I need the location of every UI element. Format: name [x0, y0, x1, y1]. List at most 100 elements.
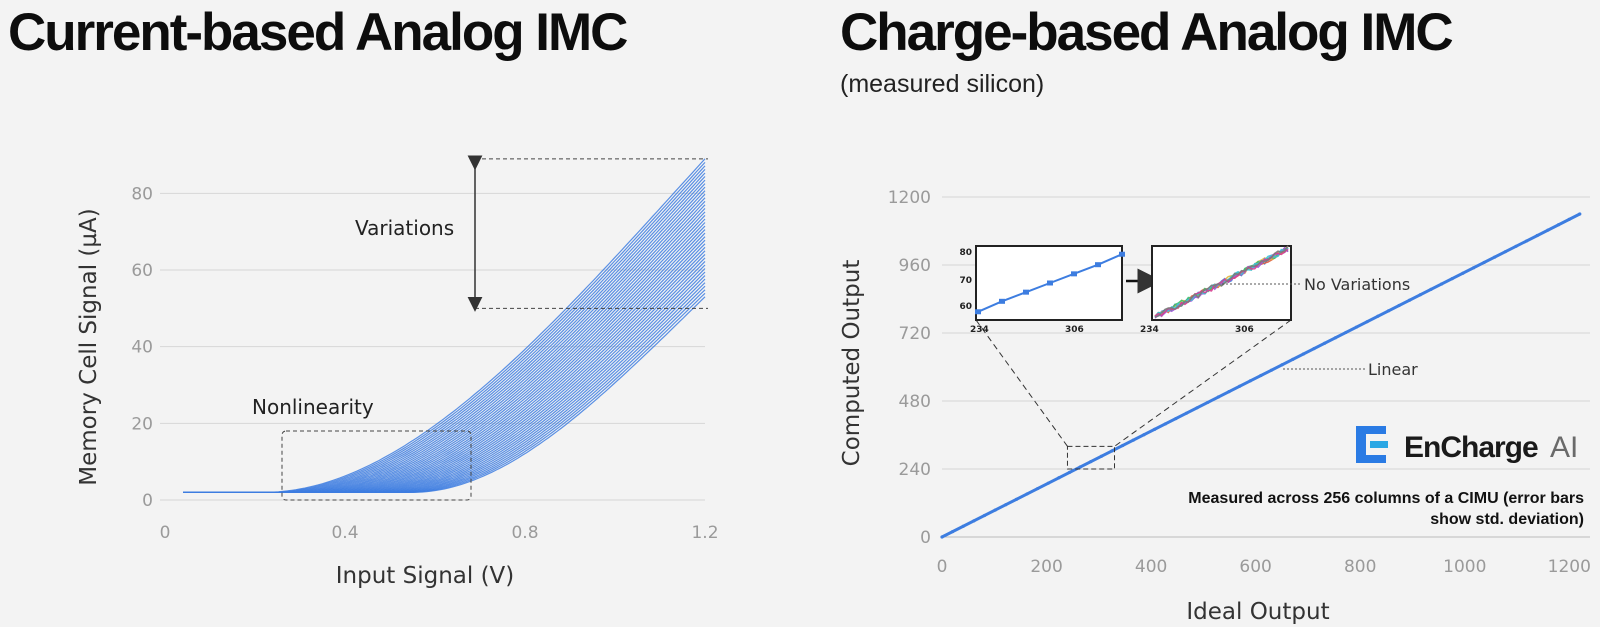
- computed-output-marker: [982, 513, 987, 518]
- left-y-tick-label: 40: [131, 338, 153, 358]
- inset-2-xtick-306: 306: [1235, 325, 1254, 335]
- computed-output-marker: [1174, 416, 1178, 421]
- computed-output-marker: [1461, 271, 1465, 275]
- computed-output-marker: [1269, 368, 1274, 372]
- inset-1-ytick-60: 60: [959, 302, 972, 312]
- inset-1-xtick-306: 306: [1065, 325, 1084, 335]
- no-variations-label: No Variations: [1304, 275, 1410, 294]
- inset-error-bars: 80 70 60 234 306: [959, 245, 1125, 335]
- right-y-tick-label: 480: [899, 392, 931, 412]
- computed-output-marker: [972, 519, 976, 523]
- right-x-tick-label: 600: [1239, 557, 1271, 577]
- inset-1-error-bar: [999, 298, 1005, 304]
- inset-2-plot: [1154, 245, 1289, 319]
- computed-output-marker: [1227, 390, 1231, 394]
- computed-output-marker: [1429, 287, 1433, 291]
- right-x-tick-label: 800: [1344, 557, 1376, 577]
- computed-output-markers: [940, 212, 1582, 539]
- computed-output-marker: [1525, 239, 1529, 243]
- inset-1-error-bar: [1023, 289, 1029, 295]
- computed-output-marker: [1344, 330, 1348, 335]
- computed-output-marker: [1312, 346, 1316, 351]
- computed-output-marker: [1418, 293, 1422, 297]
- computed-output-marker: [1514, 244, 1518, 248]
- computed-output-marker: [1089, 460, 1093, 464]
- computed-output-marker: [1556, 223, 1561, 227]
- left-chart: 0 20 40 60 80 0 0.4 0.8 1.2 Variations Nonlinea…: [76, 155, 719, 589]
- computed-output-marker: [1121, 443, 1125, 448]
- right-y-tick-label: 1200: [888, 188, 931, 208]
- computed-output-marker: [1131, 438, 1135, 442]
- computed-output-marker: [1248, 379, 1252, 383]
- left-curve-family: [183, 158, 706, 493]
- encharge-logo-mark-icon: [1356, 426, 1388, 463]
- inset-1-xtick-234: 234: [970, 325, 989, 335]
- zoom-box: [1066, 445, 1116, 470]
- computed-output-marker: [1397, 303, 1401, 308]
- left-curve: [183, 165, 706, 493]
- right-chart-subtitle: (measured silicon): [840, 70, 1045, 98]
- measurement-note-line-2: show std. deviation): [1430, 511, 1584, 528]
- computed-output-marker: [1578, 212, 1582, 216]
- inset-1-error-bar: [1047, 280, 1053, 286]
- computed-output-marker: [1259, 373, 1263, 378]
- right-y-axis-label: Computed Output: [839, 260, 865, 467]
- computed-output-marker: [1280, 363, 1284, 367]
- computed-output-marker: [1408, 298, 1412, 302]
- right-chart-title: Charge-based Analog IMC: [840, 3, 1454, 62]
- left-y-axis-label: Memory Cell Signal (µA): [76, 208, 102, 485]
- inset-2-trace: [1154, 245, 1289, 318]
- computed-output-marker: [1333, 336, 1337, 340]
- inset-2-xtick-234: 234: [1140, 325, 1159, 335]
- computed-output-marker: [1142, 433, 1146, 437]
- computed-output-marker: [1450, 277, 1454, 281]
- variations-label: Variations: [355, 216, 454, 240]
- computed-output-marker: [1057, 476, 1061, 480]
- computed-output-marker: [1014, 497, 1019, 501]
- computed-output-marker: [1184, 411, 1189, 415]
- computed-output-marker: [1078, 465, 1082, 469]
- inset-1-error-bar: [975, 309, 981, 315]
- left-curve: [183, 158, 706, 493]
- computed-output-marker: [1291, 357, 1295, 361]
- right-gridlines: [942, 196, 1590, 470]
- linear-label: Linear: [1368, 360, 1418, 379]
- right-y-tick-label: 960: [899, 256, 931, 276]
- computed-output-marker: [1110, 449, 1114, 453]
- computed-output-marker: [1036, 486, 1040, 491]
- computed-output-marker: [1439, 282, 1444, 286]
- left-curve: [183, 260, 706, 493]
- left-x-axis-label: Input Signal (V): [336, 563, 515, 589]
- computed-output-marker: [1323, 341, 1327, 345]
- encharge-logo: EnCharge AI: [1356, 426, 1578, 464]
- computed-output-marker: [1238, 384, 1242, 388]
- left-x-tick-label: 1.2: [691, 523, 718, 543]
- inset-1-ytick-70: 70: [959, 276, 972, 286]
- computed-output-marker: [1503, 250, 1507, 254]
- left-y-tick-label: 60: [131, 261, 153, 281]
- computed-output-marker: [1152, 427, 1157, 431]
- computed-output-marker: [1376, 314, 1380, 318]
- right-x-tick-label: 1000: [1443, 557, 1486, 577]
- computed-output-marker: [1163, 422, 1167, 426]
- right-y-tick-label: 720: [899, 324, 931, 344]
- left-y-tick-label: 0: [142, 491, 153, 511]
- right-y-ticks: 0 240 480 720 960 1200: [888, 188, 931, 548]
- inset-1-error-bar: [1071, 271, 1077, 277]
- left-chart-title: Current-based Analog IMC: [8, 3, 628, 62]
- computed-output-marker: [940, 535, 944, 539]
- inset-1-error-bar: [1119, 251, 1125, 257]
- computed-output-marker: [1216, 395, 1220, 399]
- encharge-logo-suffix: AI: [1550, 431, 1578, 464]
- left-x-tick-label: 0.8: [511, 523, 538, 543]
- zoom-leader-right: [1114, 319, 1292, 447]
- right-y-tick-label: 0: [920, 528, 931, 548]
- left-y-tick-label: 80: [131, 184, 153, 204]
- right-y-tick-label: 240: [899, 460, 931, 480]
- computed-output-marker: [1386, 309, 1391, 313]
- right-x-ticks: 0 200 400 600 800 1000 1200: [937, 557, 1591, 577]
- computed-output-marker: [1195, 406, 1199, 410]
- left-curve: [183, 222, 706, 493]
